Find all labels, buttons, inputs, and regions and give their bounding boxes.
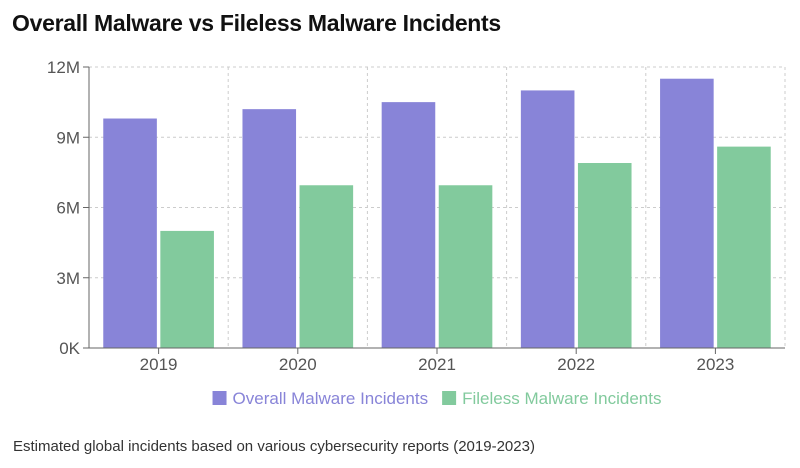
y-tick-label: 0K <box>59 339 80 358</box>
x-tick-label: 2022 <box>557 355 595 374</box>
bar-fileless-2019[interactable] <box>160 230 214 348</box>
legend-swatch-overall[interactable] <box>212 391 227 405</box>
bar-fileless-2020[interactable] <box>299 185 354 348</box>
bar-overall-2023[interactable] <box>660 78 714 348</box>
legend-label-overall[interactable]: Overall Malware Incidents <box>233 389 429 408</box>
bars <box>103 78 771 349</box>
x-tick-label: 2023 <box>696 355 734 374</box>
chart-caption: Estimated global incidents based on vari… <box>13 438 535 455</box>
x-tick-label: 2021 <box>418 355 456 374</box>
bar-overall-2021[interactable] <box>381 102 436 348</box>
bar-overall-2019[interactable] <box>103 118 157 349</box>
x-tick-label: 2020 <box>279 355 317 374</box>
bar-fileless-2021[interactable] <box>438 185 493 348</box>
bar-overall-2020[interactable] <box>242 109 297 349</box>
bar-overall-2022[interactable] <box>520 90 575 349</box>
legend: Overall Malware Incidents Fileless Malwar… <box>212 389 661 408</box>
y-tick-label: 6M <box>56 199 80 218</box>
chart-title: Overall Malware vs Fileless Malware Inci… <box>12 10 501 36</box>
x-tick-label: 2019 <box>140 355 178 374</box>
legend-label-fileless[interactable]: Fileless Malware Incidents <box>462 389 661 408</box>
bar-fileless-2023[interactable] <box>717 146 771 348</box>
y-tick-label: 12M <box>47 58 80 77</box>
legend-swatch-fileless[interactable] <box>442 391 457 405</box>
y-tick-label: 3M <box>56 269 80 288</box>
y-tick-label: 9M <box>56 128 80 147</box>
bar-fileless-2022[interactable] <box>577 163 632 348</box>
axes: 0K 3M 6M 9M 12M 2019 2020 2021 2022 2023 <box>47 58 785 374</box>
bar-chart: 0K 3M 6M 9M 12M 2019 2020 2021 2022 2023 Overall … <box>47 58 786 408</box>
